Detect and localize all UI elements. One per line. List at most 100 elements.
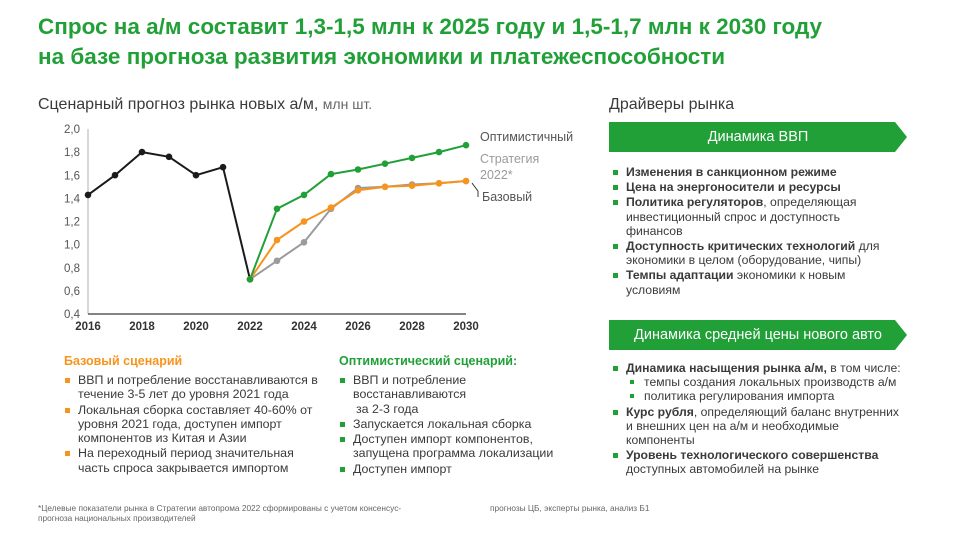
data-point-opt	[381, 160, 389, 167]
driver-item-text: , определяющий баланс внутренних и внешн…	[626, 404, 899, 448]
data-point-hist	[84, 191, 92, 199]
driver-item-bold: Изменения в санкционном режиме	[626, 165, 837, 179]
x-tick-label: 2024	[291, 321, 317, 333]
driver-item: Динамика насыщения рынка а/м, в том числ…	[609, 361, 909, 404]
data-point-base	[327, 204, 335, 211]
driver-item-bold: Уровень технологического совершенства	[626, 448, 879, 463]
list-item: Доступен импорт	[339, 462, 569, 476]
data-point-base	[354, 187, 362, 194]
data-point-opt	[273, 205, 281, 213]
list-item-text: за 2-3 года	[356, 401, 419, 416]
page-title-line2: на базе прогноза развития экономики и пл…	[38, 44, 726, 69]
series-line-hist	[87, 151, 251, 280]
driver-subitem: политика регулирования импорта	[626, 389, 909, 403]
driver-item-bold: Цена на энергоносители и ресурсы	[626, 180, 841, 195]
y-tick-label: 1,0	[64, 240, 80, 252]
chart-axes	[87, 129, 466, 315]
data-point-hist	[165, 153, 173, 161]
driver-item: Курс рубля, определяющий баланс внутренн…	[609, 405, 909, 448]
data-point-base	[300, 218, 308, 225]
driver-item-bold: Динамика насыщения рынка а/м,	[626, 361, 827, 375]
optimistic-scenario-heading: Оптимистический сценарий:	[339, 354, 518, 368]
base-label-connector	[471, 182, 479, 197]
data-point-base	[273, 236, 281, 244]
driver-item: Цена на энергоносители и ресурсы	[609, 180, 889, 194]
driver-subitem: темпы создания локальных производств а/м	[626, 375, 909, 389]
series-label-strategy: Стратегия	[480, 152, 539, 166]
y-tick-label: 2,0	[64, 124, 80, 136]
driver-item: Уровень технологического совершенства до…	[609, 448, 909, 476]
y-tick-label: 1,4	[64, 193, 81, 205]
data-point-base	[381, 183, 389, 191]
driver-item: Политика регуляторов, определяющая инвес…	[609, 195, 889, 238]
data-point-base	[435, 180, 443, 187]
data-point-hist	[138, 148, 146, 156]
driver-item-text: доступных автомобилей на рынке	[626, 462, 820, 477]
driver-item-bold: Политика регуляторов	[626, 195, 764, 210]
data-point-opt	[354, 166, 362, 173]
driver-item-bold: Доступность критических технологий	[626, 239, 856, 254]
data-point-strategy	[273, 257, 281, 265]
driver-item-text: в том числе:	[826, 361, 901, 375]
x-tick-label: 2016	[75, 321, 101, 333]
chart-heading-text: Сценарный прогноз рынка новых а/м,	[38, 96, 319, 113]
list-item-text: ВВП и потребление восстанавливаются	[353, 373, 467, 402]
chart-series	[84, 141, 470, 283]
price-header: Динамика средней цены нового авто	[609, 320, 907, 350]
series-label-optimistic: Оптимистичный	[480, 130, 573, 144]
footnote-source: прогнозы ЦБ, эксперты рынка, анализ Б1	[490, 503, 650, 513]
series-label-base: Базовый	[482, 190, 532, 204]
data-point-opt	[246, 276, 254, 283]
driver-item-bold: Курс рубля	[626, 404, 694, 419]
data-point-hist	[219, 163, 227, 171]
driver-item: Темпы адаптации экономики к новым услови…	[609, 268, 889, 297]
x-tick-label: 2020	[183, 321, 209, 333]
x-tick-label: 2022	[237, 321, 263, 333]
y-tick-label: 0,8	[64, 263, 80, 275]
data-point-hist	[192, 171, 200, 179]
data-point-base	[408, 182, 416, 189]
drivers-heading: Драйверы рынка	[609, 96, 735, 113]
driver-item-text: экономики к новым условиям	[626, 268, 846, 297]
chart-series-labels: Оптимистичный Стратегия 2022* Базовый	[471, 130, 573, 204]
data-point-opt	[462, 141, 470, 149]
footnote-left-line1: *Целевые показатели рынка в Стратегии ав…	[38, 503, 402, 513]
data-point-base	[462, 177, 470, 185]
gdp-header: Динамика ВВП	[609, 122, 907, 152]
driver-sublist: темпы создания локальных производств а/м…	[626, 375, 909, 403]
driver-item-text: для экономики в целом (оборудование, чип…	[626, 239, 880, 268]
data-point-opt	[327, 170, 335, 178]
price-drivers-list: Динамика насыщения рынка а/м, в том числ…	[609, 361, 909, 478]
series-line-opt	[249, 144, 467, 280]
data-point-opt	[300, 191, 308, 199]
driver-item-bold: Темпы адаптации	[626, 268, 734, 283]
data-point-hist	[111, 171, 119, 179]
list-item: Запускается локальная сборка	[339, 417, 569, 431]
x-tick-label: 2030	[453, 321, 479, 333]
series-line-base	[249, 180, 467, 280]
y-tick-label: 0,4	[64, 309, 81, 321]
y-tick-label: 1,6	[64, 170, 80, 182]
list-item: Локальная сборка составляет 40-60% от ур…	[64, 403, 326, 446]
x-tick-label: 2028	[399, 321, 425, 333]
series-line-strategy	[249, 180, 467, 281]
driver-item: Доступность критических технологий для э…	[609, 239, 889, 267]
driver-item: Изменения в санкционном режиме	[609, 165, 889, 179]
page-title-line1: Спрос на а/м составит 1,3-1,5 млн к 2025…	[38, 14, 823, 39]
base-scenario-heading: Базовый сценарий	[64, 354, 183, 368]
driver-item-text: , определяющая инвестиционный спрос и до…	[626, 195, 857, 238]
data-point-strategy	[300, 239, 308, 246]
base-scenario-list: ВВП и потребление восстанавливаются в те…	[64, 373, 326, 476]
data-point-opt	[408, 154, 416, 162]
optimistic-scenario-list: ВВП и потребление восстанавливаются за 2…	[339, 373, 569, 477]
list-item: Доступен импорт компонентов, запущена пр…	[339, 432, 569, 461]
y-tick-label: 1,8	[64, 147, 80, 159]
y-tick-label: 0,6	[64, 286, 80, 298]
series-label-strategy-year: 2022*	[480, 168, 513, 182]
page-title: Спрос на а/м составит 1,3-1,5 млн к 2025…	[38, 12, 958, 72]
data-point-opt	[435, 148, 443, 156]
chart-heading: Сценарный прогноз рынка новых а/м, млн ш…	[38, 96, 372, 114]
chart-heading-unit: млн шт.	[322, 96, 373, 112]
